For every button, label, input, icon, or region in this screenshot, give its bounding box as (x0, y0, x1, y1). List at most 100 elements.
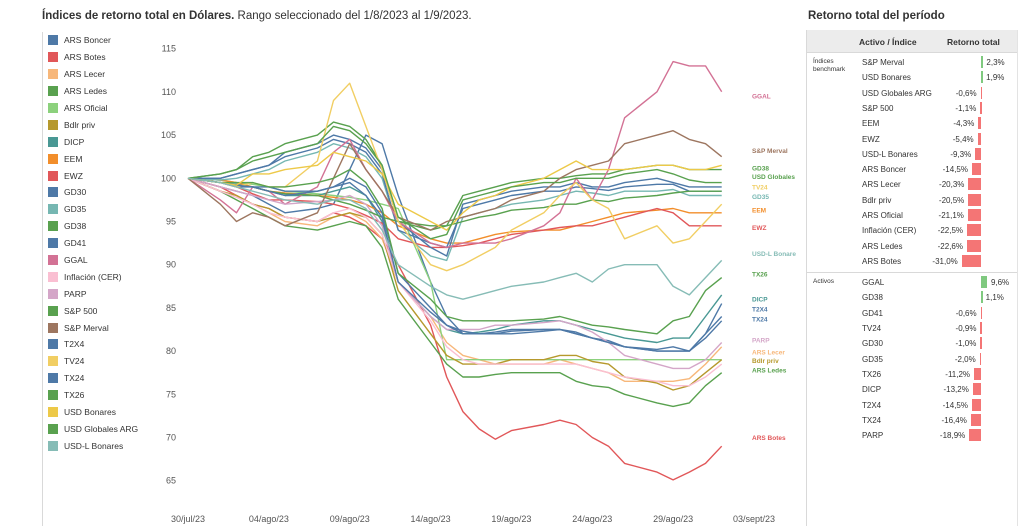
legend-label: Inflación (CER) (64, 271, 122, 282)
legend-item[interactable]: T2X4 (43, 336, 155, 353)
legend-item[interactable]: ARS Ledes (43, 83, 155, 100)
x-tick-label: 24/ago/23 (572, 514, 612, 524)
return-bar (969, 429, 981, 442)
legend-swatch (48, 119, 58, 130)
return-bar (966, 239, 981, 252)
row-value: -31,0% (932, 256, 958, 266)
legend-swatch (48, 52, 58, 63)
legend-label: EEM (64, 153, 83, 164)
row-name: EWZ (862, 134, 880, 144)
legend-item[interactable]: S&P Merval (43, 319, 155, 336)
x-tick-label: 30/jul/23 (171, 514, 205, 524)
row-value: -4,3% (953, 119, 975, 129)
series-line-12 (188, 138, 722, 249)
return-bar (980, 86, 983, 99)
legend-swatch (48, 238, 58, 249)
y-tick-label: 75 (166, 389, 176, 399)
legend-item[interactable]: EEM (43, 150, 155, 167)
legend-item[interactable]: S&P 500 (43, 302, 155, 319)
row-value: 9,6% (990, 278, 1010, 288)
y-tick-label: 70 (166, 433, 176, 443)
row-value: 1,9% (986, 73, 1005, 83)
table-row: GD38 1,1% (807, 290, 1017, 305)
y-tick-label: 85 (166, 303, 176, 313)
series-line-14 (187, 177, 723, 387)
legend-item[interactable]: PARP (43, 285, 155, 302)
series-line-17 (187, 129, 723, 231)
return-bar (967, 224, 981, 237)
legend-swatch (48, 153, 58, 164)
legend-item[interactable]: GGAL (43, 252, 155, 269)
legend-swatch (48, 288, 58, 299)
return-bar (961, 254, 981, 267)
table-row: EEM -4,3% (807, 116, 1017, 131)
legend-item[interactable]: ARS Boncer (43, 32, 155, 49)
table-group: Activos GGAL 9,6% GD38 1,1% GD41 -0,6% TV24 -0,9… (807, 272, 1017, 445)
y-tick-label: 95 (166, 216, 176, 226)
end-label: GGAL (752, 94, 771, 101)
legend-item[interactable]: GD41 (43, 235, 155, 252)
legend-label: S&P 500 (64, 305, 98, 316)
table-row: S&P Merval 2,3% (807, 55, 1017, 70)
legend-item[interactable]: Bdlr priv (43, 116, 155, 133)
legend-swatch (48, 322, 58, 333)
legend-swatch (48, 373, 58, 384)
legend-item[interactable]: GD30 (43, 184, 155, 201)
legend-item[interactable]: TX24 (43, 370, 155, 387)
end-label: EEM (752, 208, 766, 215)
end-label: GD38 (752, 165, 769, 172)
series-line-24 (187, 177, 723, 300)
side-panel-title: Retorno total del período (808, 10, 945, 22)
table-row: DICP -13,2% (807, 382, 1017, 397)
x-tick-label: 19/ago/23 (491, 514, 531, 524)
y-tick-label: 105 (161, 130, 176, 140)
end-label: Bdlr priv (752, 358, 779, 365)
legend-item[interactable]: ARS Botes (43, 49, 155, 66)
row-value: -5,4% (952, 134, 974, 144)
return-bar (972, 383, 981, 396)
row-name: PARP (862, 431, 884, 441)
row-name: ARS Botes (862, 256, 902, 266)
legend-item[interactable]: USD Globales ARG (43, 420, 155, 437)
table-row: GGAL 9,6% (807, 275, 1017, 290)
legend-label: ARS Ledes (64, 86, 107, 97)
legend-item[interactable]: ARS Oficial (43, 100, 155, 117)
col-return-header: Retorno total (947, 37, 1000, 47)
legend-swatch (48, 103, 58, 113)
legend-item[interactable]: USD Bonares (43, 404, 155, 421)
row-name: S&P Merval (862, 58, 905, 67)
legend-label: PARP (64, 288, 87, 299)
row-value: -11,2% (945, 369, 971, 379)
y-tick-label: 65 (166, 476, 176, 486)
x-tick-label: 09/ago/23 (330, 514, 370, 524)
legend-item[interactable]: TX26 (43, 387, 155, 404)
row-value: -21,1% (938, 211, 964, 220)
legend-item[interactable]: TV24 (43, 353, 155, 370)
series-line-21 (187, 168, 723, 335)
legend-swatch (48, 339, 58, 350)
end-label: ARS Ledes (752, 368, 787, 375)
legend-swatch (48, 356, 58, 367)
series-line-22 (187, 151, 722, 231)
series-line-4 (187, 177, 722, 361)
legend-label: USD Bonares (64, 407, 116, 418)
legend-item[interactable]: ARS Lecer (43, 66, 155, 83)
table-row: USD Globales ARG -0,6% (807, 86, 1017, 101)
y-tick-label: 115 (162, 44, 176, 54)
legend-item[interactable]: GD35 (43, 201, 155, 218)
row-value: -14,5% (942, 400, 968, 410)
legend-swatch (48, 390, 58, 401)
legend-item[interactable]: DICP (43, 133, 155, 150)
table-row: PARP -18,9% (807, 428, 1017, 443)
legend-item[interactable]: Inflación (CER) (43, 268, 155, 285)
end-label: PARP (752, 337, 770, 344)
series-line-20 (187, 177, 723, 352)
legend-swatch (48, 271, 58, 282)
legend-label: GD35 (64, 204, 87, 215)
legend-item[interactable]: GD38 (43, 218, 155, 235)
legend-item[interactable]: USD-L Bonares (43, 437, 155, 454)
table-row: EWZ -5,4% (807, 132, 1017, 147)
legend-swatch (48, 136, 58, 147)
legend-item[interactable]: EWZ (43, 167, 155, 184)
table-row: ARS Ledes -22,6% (807, 239, 1017, 254)
